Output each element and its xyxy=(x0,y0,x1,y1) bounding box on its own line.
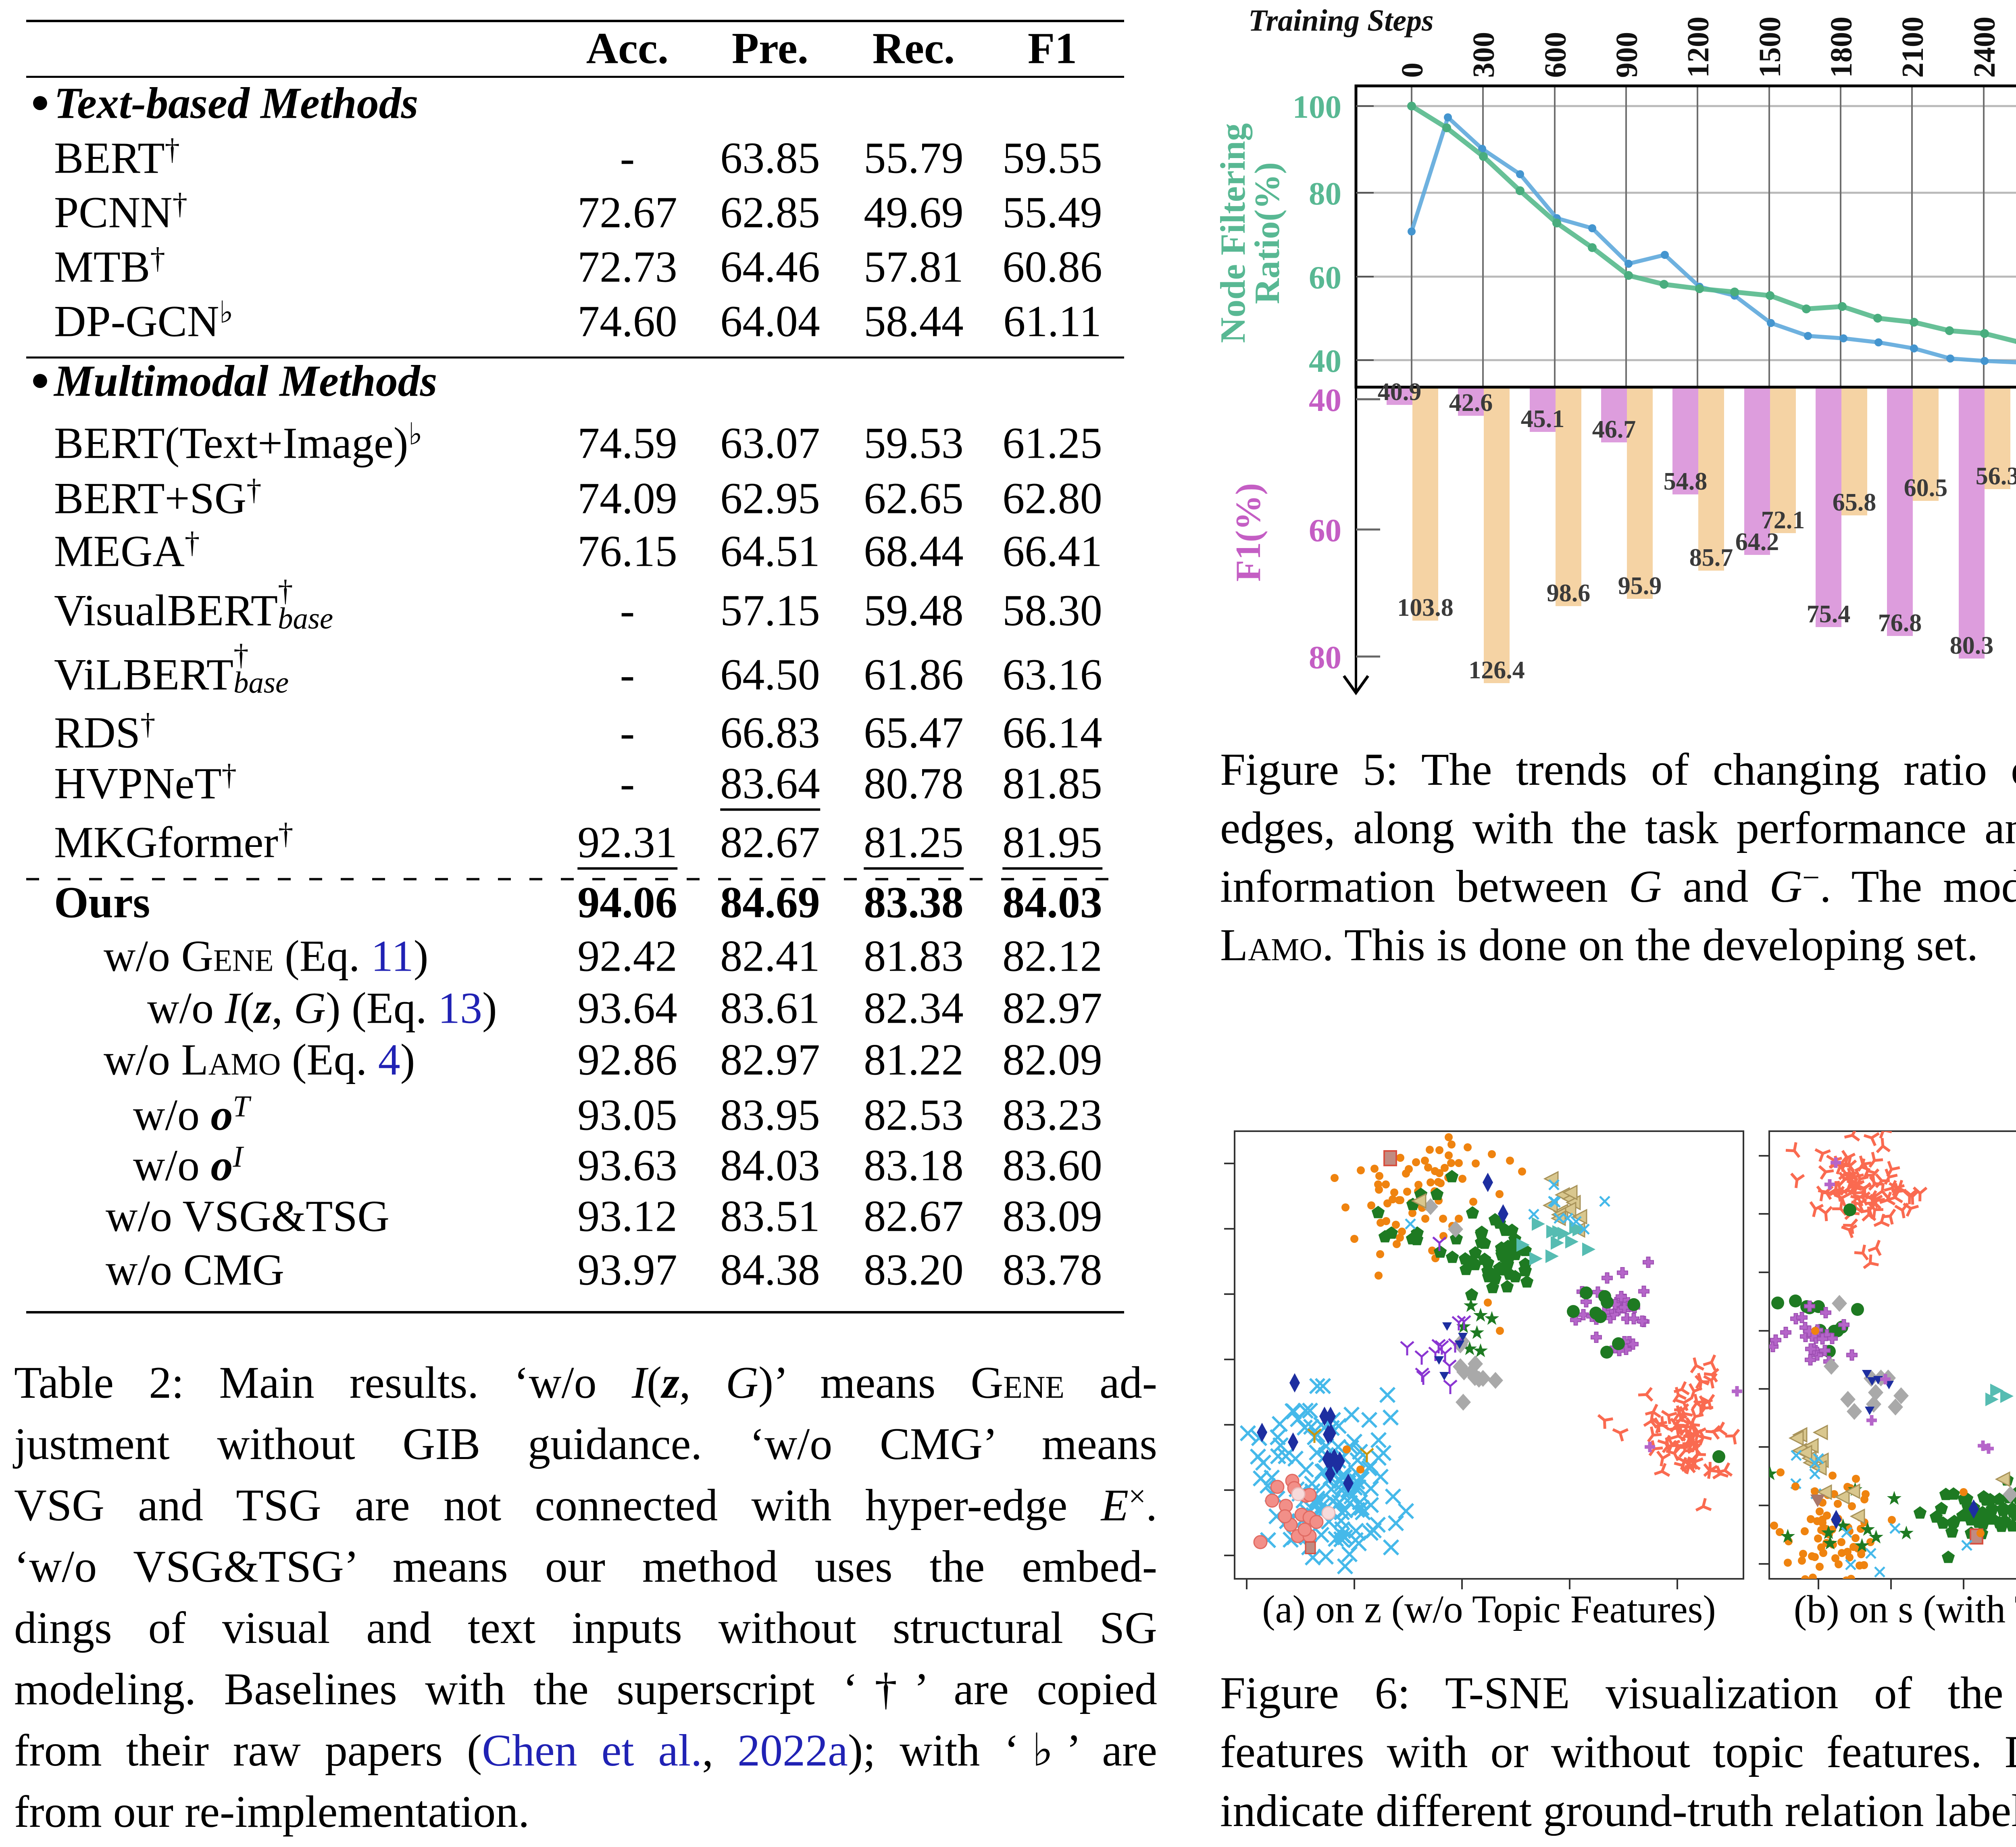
svg-text:95.9: 95.9 xyxy=(1618,572,1662,600)
svg-text:72.1: 72.1 xyxy=(1761,507,1805,534)
svg-text:300: 300 xyxy=(1467,32,1501,78)
svg-text:60: 60 xyxy=(1309,512,1341,548)
svg-text:46.7: 46.7 xyxy=(1592,416,1636,443)
svg-text:85.7: 85.7 xyxy=(1689,544,1733,571)
svg-text:80: 80 xyxy=(1309,175,1341,212)
svg-text:103.8: 103.8 xyxy=(1397,594,1454,621)
svg-text:2400: 2400 xyxy=(1968,17,2001,78)
svg-text:40: 40 xyxy=(1309,382,1341,418)
svg-text:65.8: 65.8 xyxy=(1833,489,1876,516)
svg-text:60.5: 60.5 xyxy=(1904,474,1948,502)
svg-text:0: 0 xyxy=(1395,63,1429,78)
svg-text:900: 900 xyxy=(1610,32,1644,78)
svg-text:80: 80 xyxy=(1309,639,1341,675)
svg-text:76.8: 76.8 xyxy=(1878,609,1922,637)
svg-text:56.3: 56.3 xyxy=(1976,463,2016,490)
svg-text:Ratio(%): Ratio(%) xyxy=(1248,162,1287,304)
svg-text:42.6: 42.6 xyxy=(1449,389,1493,417)
svg-text:1800: 1800 xyxy=(1824,17,1858,78)
svg-text:80.3: 80.3 xyxy=(1950,632,1994,659)
svg-text:45.1: 45.1 xyxy=(1521,405,1565,433)
svg-text:600: 600 xyxy=(1539,32,1572,78)
svg-text:40.9: 40.9 xyxy=(1378,378,1422,406)
svg-text:75.4: 75.4 xyxy=(1807,600,1851,628)
svg-text:60: 60 xyxy=(1309,259,1341,296)
svg-text:40: 40 xyxy=(1309,343,1341,379)
svg-text:64.2: 64.2 xyxy=(1735,528,1779,556)
svg-text:100: 100 xyxy=(1293,89,1342,125)
svg-text:2100: 2100 xyxy=(1896,17,1930,78)
svg-text:54.8: 54.8 xyxy=(1664,468,1708,495)
svg-text:Training Steps: Training Steps xyxy=(1248,4,1434,38)
svg-text:126.4: 126.4 xyxy=(1468,657,1525,684)
svg-text:98.6: 98.6 xyxy=(1547,580,1591,607)
svg-text:1500: 1500 xyxy=(1753,17,1787,78)
svg-text:Node Filtering: Node Filtering xyxy=(1214,123,1253,343)
svg-text:1200: 1200 xyxy=(1681,17,1715,78)
svg-text:F1(%): F1(%) xyxy=(1229,483,1268,582)
